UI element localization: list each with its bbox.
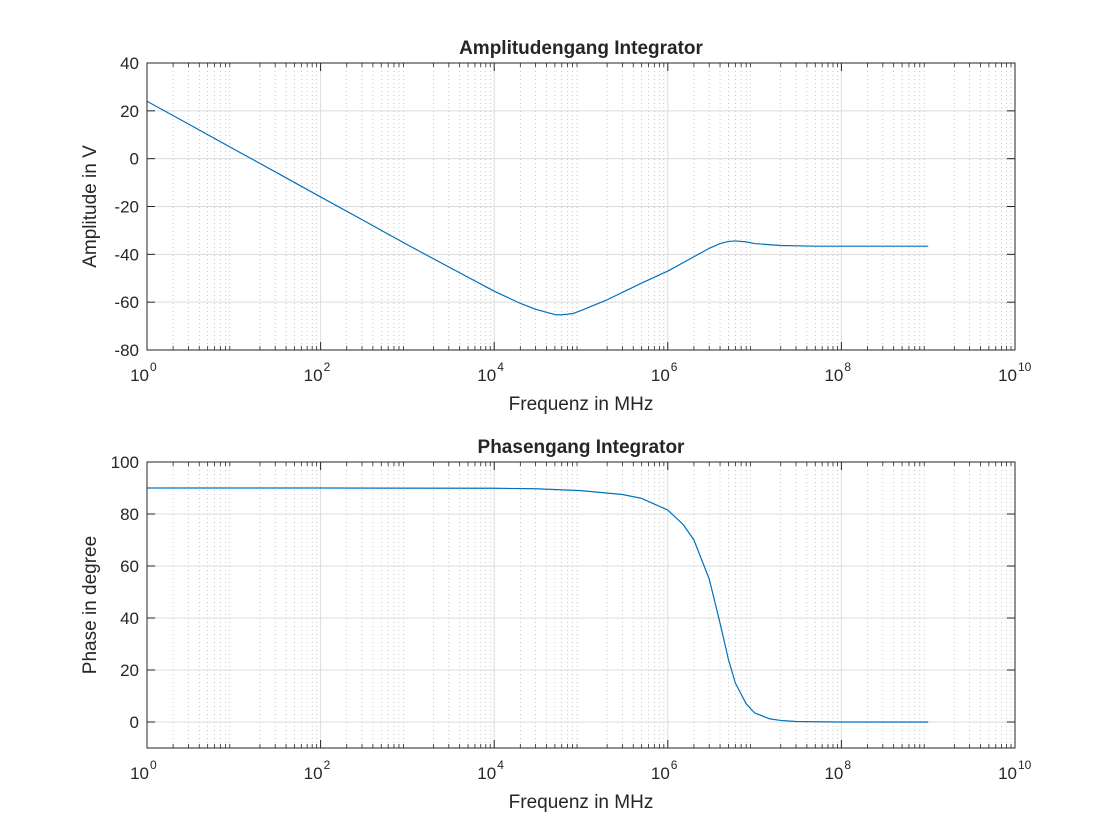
phase-tick-marks [146,461,1016,748]
amplitude-x-tick-base: 10 [824,366,843,385]
phase-y-tick-label: 20 [120,661,139,680]
phase-x-tick-label: 10 4 [477,758,504,783]
phase-x-tick-base: 10 [130,764,149,783]
amplitude-x-tick-exponent: 0 [150,360,157,374]
phase-x-tick-label: 10 6 [651,758,678,783]
phase-x-tick-exponent: 2 [324,758,331,772]
phase-x-tick-base: 10 [824,764,843,783]
phase-x-tick-base: 10 [998,764,1017,783]
amplitude-x-tick-label: 10 4 [477,360,504,385]
amplitude-x-tick-exponent: 10 [1018,360,1032,374]
amplitude-y-tick-label: 40 [120,54,139,73]
amplitude-x-tick-exponent: 4 [497,360,504,374]
amplitude-x-tick-exponent: 2 [324,360,331,374]
phase-y-tick-label: 100 [111,453,139,472]
phase-y-tick-label: 0 [130,713,139,732]
amplitude-x-tick-label: 10 0 [130,360,157,385]
phase-x-tick-label: 10 0 [130,758,157,783]
phase-axes-box [146,461,1016,749]
amplitude-x-tick-exponent: 6 [671,360,678,374]
amplitude-x-axis-label: Frequenz in MHz [509,394,654,415]
phase-x-tick-exponent: 10 [1018,758,1032,772]
amplitude-x-tick-base: 10 [651,366,670,385]
phase-x-tick-label: 10 10 [998,758,1032,783]
phase-x-tick-base: 10 [304,764,323,783]
phase-series-line [147,487,929,723]
amplitude-series-line [146,100,929,316]
phase-x-axis-label: Frequenz in MHz [509,792,654,813]
phase-x-tick-exponent: 0 [150,758,157,772]
amplitude-x-tick-label: 10 2 [304,360,331,385]
phase-x-tick-base: 10 [651,764,670,783]
amplitude-y-tick-label: 0 [130,150,139,169]
phase-x-tick-base: 10 [477,764,496,783]
phase-y-tick-label: 80 [120,505,139,524]
amplitude-x-tick-label: 10 10 [998,360,1032,385]
amplitude-x-tick-base: 10 [304,366,323,385]
phase-x-tick-exponent: 8 [844,758,851,772]
amplitude-y-tick-label: -60 [114,293,139,312]
amplitude-x-tick-base: 10 [477,366,496,385]
amplitude-y-tick-label: 20 [120,102,139,121]
amplitude-x-tick-label: 10 6 [651,360,678,385]
amplitude-tick-marks [146,62,1016,351]
amplitude-y-axis-label: Amplitude in V [80,145,101,268]
phase-y-axis-label: Phase in degree [80,536,101,674]
amplitude-x-tick-base: 10 [130,366,149,385]
amplitude-x-tick-label: 10 8 [824,360,851,385]
phase-x-tick-label: 10 8 [824,758,851,783]
phase-y-tick-label: 60 [120,557,139,576]
phase-x-tick-label: 10 2 [304,758,331,783]
amplitude-x-tick-exponent: 8 [844,360,851,374]
amplitude-x-tick-base: 10 [998,366,1017,385]
amplitude-y-tick-label: -80 [114,341,139,360]
amplitude-y-tick-label: -20 [114,198,139,217]
phase-x-tick-exponent: 6 [671,758,678,772]
phase-x-tick-exponent: 4 [497,758,504,772]
phase-y-tick-label: 40 [120,609,139,628]
amplitude-chart-title: Amplitudengang Integrator [459,38,703,59]
phase-chart-title: Phasengang Integrator [478,437,686,458]
phase-plot-area [147,462,1015,748]
amplitude-y-tick-label: -40 [114,245,139,264]
